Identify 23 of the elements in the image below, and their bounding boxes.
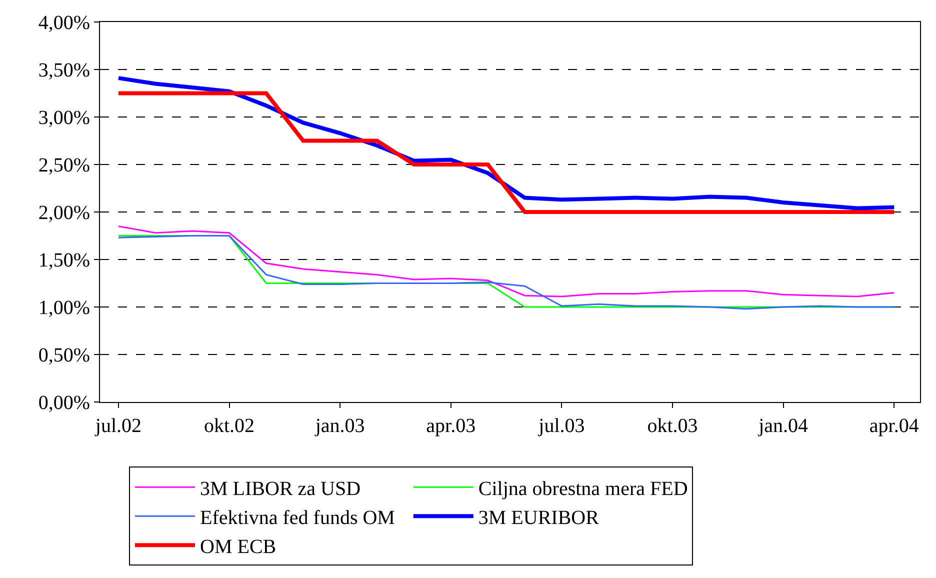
x-tick-label: jul.02 [94,415,142,437]
x-tick-label: okt.02 [204,415,255,437]
y-tick-label: 3,50% [38,60,90,82]
legend-label: 3M EURIBOR [478,506,600,529]
y-tick-label: 1,00% [38,297,90,319]
y-tick-label: 3,00% [38,107,90,129]
x-tick-label: jan.04 [758,415,808,437]
legend-label: Efektivna fed funds OM [200,506,396,529]
x-tick-label: apr.03 [426,415,476,437]
x-tick-label: okt.03 [647,415,698,437]
x-tick-label: apr.04 [869,415,919,437]
y-tick-label: 2,50% [38,154,90,176]
legend-label: OM ECB [200,536,276,558]
line-series [118,226,895,298]
x-tick-label: jan.03 [314,415,365,437]
y-tick-label: 0,00% [38,392,90,414]
y-tick-label: 4,00% [38,12,90,34]
y-tick-label: 1,50% [38,250,90,272]
x-tick-label: jul.03 [538,415,585,437]
y-tick-label: 0,50% [38,344,90,366]
y-tick-label: 2,00% [38,202,90,224]
legend-label: 3M LIBOR za USD [200,478,361,500]
legend-label: Ciljna obrestna mera FED [478,478,688,500]
